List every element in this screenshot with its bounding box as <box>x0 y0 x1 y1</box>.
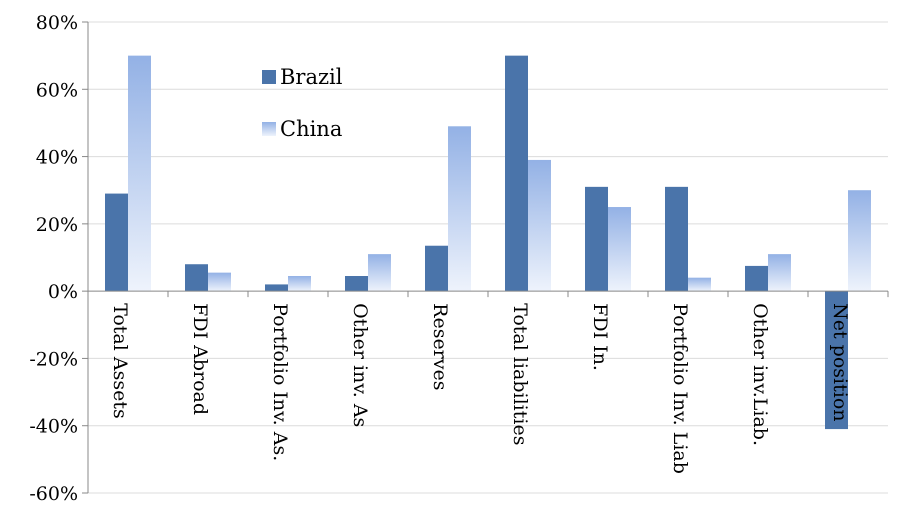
bar-china <box>368 254 391 292</box>
bar-brazil <box>265 284 288 292</box>
category-label: Total liabilities <box>509 303 531 445</box>
category-label: Portfolio Inv. Liab <box>669 303 691 474</box>
legend: Brazil China <box>262 65 343 141</box>
category-label: Reserves <box>429 303 451 390</box>
bar-china <box>688 277 711 292</box>
y-tick-label: 0% <box>48 281 78 303</box>
bar-brazil <box>345 276 368 292</box>
gridlines <box>88 21 888 494</box>
legend-swatch-china <box>262 122 276 136</box>
category-label: Net position <box>829 303 851 421</box>
legend-label-china: China <box>280 117 342 141</box>
legend-swatch-brazil <box>262 70 276 84</box>
bar-china <box>848 190 871 292</box>
bar-brazil <box>585 186 608 292</box>
bar-china <box>768 254 791 292</box>
bar-china <box>208 272 231 292</box>
bar-brazil <box>665 186 688 292</box>
y-tick-label: -40% <box>29 416 78 438</box>
bar-brazil <box>745 265 768 292</box>
category-label: Total Assets <box>109 303 131 419</box>
y-axis: -60% -40% -20% 0% 20% 40% 60% 80% <box>29 12 89 505</box>
bar-china <box>608 207 631 292</box>
category-label: Portfolio Inv. As. <box>269 303 291 461</box>
x-axis <box>87 290 889 298</box>
category-label: Other inv.Liab. <box>749 303 771 446</box>
category-label: FDI In. <box>589 303 611 371</box>
y-tick-label: 80% <box>36 12 78 34</box>
bar-brazil <box>825 291 848 430</box>
bar-brazil <box>185 264 208 292</box>
y-tick-label: -60% <box>29 483 78 505</box>
y-tick-label: 20% <box>36 214 78 236</box>
category-labels: Total Assets FDI Abroad Portfolio Inv. As.… <box>109 303 851 474</box>
bar-china <box>528 159 551 292</box>
bar-china <box>448 126 471 292</box>
legend-label-brazil: Brazil <box>280 65 343 89</box>
bar-brazil <box>425 245 448 292</box>
bars <box>105 55 871 430</box>
bar-china <box>288 276 311 292</box>
category-label: Other inv. As <box>349 303 371 427</box>
y-tick-label: -20% <box>29 348 78 370</box>
y-tick-label: 40% <box>36 147 78 169</box>
bar-brazil <box>505 55 528 292</box>
y-tick-label: 60% <box>36 79 78 101</box>
bar-brazil <box>105 193 128 292</box>
category-label: FDI Abroad <box>189 303 211 415</box>
bar-china <box>128 55 151 292</box>
